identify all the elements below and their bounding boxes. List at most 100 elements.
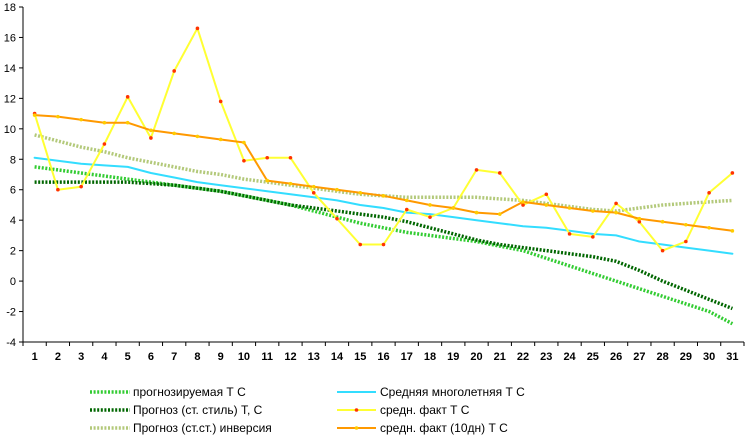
legend: прогнозируемая Т С Средняя многолетняя Т …: [90, 385, 525, 435]
data-point: [451, 206, 456, 210]
data-point: [32, 113, 37, 117]
data-point: [265, 155, 270, 160]
data-point: [660, 219, 665, 224]
x-tick-label: 11: [261, 351, 273, 363]
data-point: [428, 215, 432, 219]
data-point: [544, 203, 549, 207]
series-line: [34, 180, 734, 311]
legend-item: Прогноз (ст. стиль) Т, С: [90, 403, 263, 417]
y-tick-label: 14: [4, 63, 16, 75]
legend-label: Прогноз (ст.ст.) инверсия: [133, 421, 272, 435]
data-point: [195, 26, 200, 31]
data-point: [358, 190, 363, 195]
data-point: [218, 137, 223, 142]
series-5: [32, 26, 735, 253]
data-point: [707, 190, 711, 195]
y-tick-label: -4: [6, 337, 16, 349]
data-point: [381, 194, 386, 198]
x-tick-label: 16: [377, 351, 389, 363]
data-point: [265, 178, 270, 183]
data-point: [521, 200, 525, 204]
data-point: [637, 219, 642, 224]
x-tick-label: 7: [171, 351, 177, 363]
data-point: [102, 142, 107, 146]
y-tick-label: -2: [6, 307, 16, 319]
series-6: [32, 113, 735, 233]
data-point: [614, 201, 618, 206]
data-point: [149, 136, 153, 140]
data-point: [242, 140, 246, 145]
series-2: [34, 180, 734, 311]
legend-item: прогнозируемая Т С: [90, 385, 246, 399]
data-point: [544, 192, 549, 197]
x-tick-label: 18: [424, 351, 436, 363]
data-point: [149, 128, 153, 133]
data-point: [474, 210, 479, 215]
data-point: [428, 203, 432, 207]
data-point: [637, 216, 642, 221]
x-tick-label: 28: [656, 351, 668, 363]
data-point: [288, 155, 293, 160]
series-4: [33, 156, 734, 255]
x-tick-label: 27: [633, 351, 645, 363]
data-point: [56, 187, 60, 192]
data-point: [56, 114, 60, 119]
y-tick-label: 8: [10, 154, 16, 166]
y-tick-label: 10: [4, 124, 16, 136]
x-tick-label: 24: [563, 351, 576, 363]
x-tick-label: 25: [587, 351, 599, 363]
data-point: [567, 206, 572, 210]
data-point: [684, 239, 688, 244]
data-point: [172, 131, 176, 136]
x-tick-label: 14: [331, 351, 344, 363]
data-point: [660, 248, 665, 253]
x-tick-label: 21: [494, 351, 506, 363]
x-tick-label: 6: [148, 351, 154, 363]
legend-item: Прогноз (ст.ст.) инверсия: [90, 421, 272, 435]
legend-item: средн. факт Т С: [337, 403, 470, 417]
data-point: [684, 222, 688, 227]
data-point: [591, 209, 595, 213]
data-point: [172, 69, 176, 73]
data-point: [404, 207, 409, 212]
data-point: [102, 120, 107, 125]
series-line: [33, 27, 734, 252]
x-tick-label: 5: [125, 351, 131, 363]
data-point: [567, 232, 572, 236]
data-point: [195, 134, 200, 139]
series-1: [34, 165, 734, 326]
x-tick-label: 29: [680, 351, 692, 363]
data-point: [125, 95, 130, 99]
data-point: [404, 198, 409, 203]
data-point: [381, 242, 386, 247]
legend-label: Прогноз (ст. стиль) Т, С: [133, 403, 263, 417]
legend-item: Средняя многолетняя Т С: [337, 385, 525, 399]
x-tick-label: 12: [284, 351, 296, 363]
legend-label: средн. факт (10дн) Т С: [380, 421, 508, 435]
y-tick-label: 0: [10, 276, 16, 288]
data-point: [311, 190, 316, 195]
data-point: [497, 171, 502, 175]
x-tick-label: 1: [32, 351, 38, 363]
x-tick-label: 22: [517, 351, 529, 363]
x-tick-label: 9: [218, 351, 224, 363]
x-tick-label: 2: [55, 351, 61, 363]
data-point: [218, 99, 223, 104]
data-point: [521, 203, 525, 207]
data-point: [730, 229, 735, 233]
series-line: [33, 156, 734, 255]
series-line: [34, 133, 733, 213]
data-point: [335, 187, 339, 192]
legend-marker: [354, 426, 359, 430]
series-line: [34, 165, 734, 326]
data-point: [497, 212, 502, 216]
x-tick-label: 20: [470, 351, 482, 363]
data-point: [591, 235, 595, 239]
data-point: [707, 225, 711, 230]
data-point: [79, 117, 83, 122]
series-3: [34, 133, 733, 213]
legend-label: средн. факт Т С: [380, 403, 470, 417]
legend-label: Средняя многолетняя Т С: [380, 385, 525, 399]
